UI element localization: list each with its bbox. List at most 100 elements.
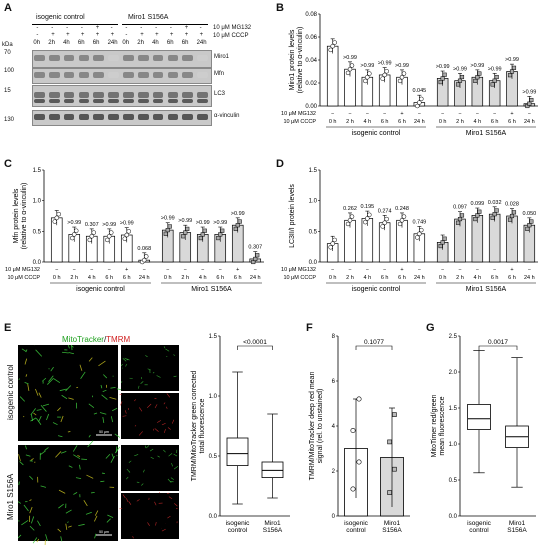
channel-signal <box>136 499 140 502</box>
channel-signal <box>157 455 160 458</box>
mitochondria-signal <box>90 491 95 494</box>
data-point <box>183 230 188 235</box>
data-point <box>105 237 110 243</box>
category-label-line: S156A <box>382 527 402 534</box>
y-axis-label-line: Mfn protein levels <box>13 188 20 243</box>
blot-time-label: 4h <box>152 40 159 46</box>
channel-signal <box>150 456 154 460</box>
data-point <box>349 214 355 219</box>
y-tick-label: 2 <box>332 469 336 475</box>
mitochondria-signal <box>109 396 117 400</box>
p-value-label: >0.99 <box>67 220 81 226</box>
micrograph-images: 50 μm 50 μm <box>18 345 179 545</box>
micrograph-merged <box>18 345 118 441</box>
channel-signal <box>126 358 130 361</box>
p-value-label: >0.99 <box>488 66 502 72</box>
significance-bracket <box>355 345 393 350</box>
panel-letter-e: E <box>4 322 12 334</box>
channel-signal <box>146 445 150 449</box>
data-point <box>332 40 337 45</box>
mitochondria-signal <box>65 385 72 392</box>
p-value-label: >0.99 <box>395 63 409 69</box>
mitochondria-signal <box>110 386 116 389</box>
cccp-time: 6 h <box>123 275 131 281</box>
mitochondria-signal <box>25 445 27 450</box>
cccp-time: 6 h <box>491 275 499 281</box>
cccp-time: 4 h <box>474 119 482 125</box>
significance-bracket <box>478 345 518 350</box>
miro1-bar-chart: 0.00 0.02 0.04 0.06 0.08 Miro1 protein levels… <box>281 12 538 137</box>
mg132-row-label: 10 μM MG132 <box>281 267 316 273</box>
channel-signal <box>134 399 136 402</box>
data-point <box>490 82 495 87</box>
category-label: Miro1 S156A <box>382 520 402 534</box>
data-point <box>399 218 405 223</box>
blot-cccp-label: 10 μM CCCP <box>213 33 249 39</box>
channel-signal <box>122 415 127 417</box>
mitotimer-boxplot: 0.0 0.5 1.0 1.5 2.0 2.5 MitoTimer red/greenmea… <box>431 334 536 534</box>
cccp-time: 0 h <box>53 275 61 281</box>
blot-mg132-sign: - <box>51 25 54 31</box>
blot-mg132-sign: - <box>110 25 113 31</box>
data-point <box>399 75 405 80</box>
mitochondria-signal <box>67 431 71 433</box>
channel-signal <box>174 503 178 507</box>
mg132-sign: + <box>400 111 403 117</box>
tmrm-label: TMRM <box>106 335 131 344</box>
y-tick-label: 1.0 <box>33 199 42 205</box>
mg132-sign: − <box>219 267 222 273</box>
data-point <box>363 78 368 84</box>
blot-strip <box>32 110 212 126</box>
category-label-line: isogenic <box>467 520 492 527</box>
mitochondria-signal <box>46 413 50 421</box>
y-tick-label: 4 <box>332 424 336 430</box>
y-tick-label: 0.5 <box>309 229 318 235</box>
blot-band <box>63 114 75 120</box>
blot-band <box>123 55 134 61</box>
data-point <box>475 213 480 218</box>
mitochondria-signal <box>18 501 22 504</box>
data-point <box>475 75 480 80</box>
data-point <box>401 214 407 219</box>
blot-marker: 70 <box>4 50 11 56</box>
cccp-time: 24 h <box>524 275 535 281</box>
mitochondria-signal <box>40 450 46 456</box>
mitochondria-signal <box>45 534 48 541</box>
cccp-time: 24 h <box>139 275 150 281</box>
data-point <box>330 241 335 246</box>
blot-band <box>93 99 105 103</box>
data-point <box>415 235 420 240</box>
data-point <box>144 254 149 259</box>
mg132-sign: − <box>476 111 479 117</box>
mitochondria-signal <box>87 440 94 448</box>
cccp-time: 2 h <box>181 275 189 281</box>
panel-letter-c: C <box>4 158 12 170</box>
channel-signal <box>126 498 129 502</box>
mitochondria-signal <box>67 521 69 523</box>
mitochondria-signal <box>73 454 81 460</box>
mitochondria-signal <box>25 454 31 457</box>
p-value-label: 0.097 <box>453 205 467 211</box>
mg132-sign: − <box>348 111 351 117</box>
mitochondria-signal <box>23 415 25 418</box>
blot-band <box>108 92 119 98</box>
mg132-sign: − <box>90 267 93 273</box>
mitochondria-signal <box>19 396 26 402</box>
blot-time-label: 2h <box>137 40 144 46</box>
mitochondria-signal <box>55 451 62 458</box>
y-tick-label: 1.0 <box>449 442 458 448</box>
category-label: Miro1 S156A <box>507 520 527 534</box>
cccp-time: 0 h <box>329 119 337 125</box>
mitochondria-signal <box>46 378 54 385</box>
mitochondria-signal <box>98 360 106 367</box>
blot-band <box>48 72 60 78</box>
box <box>261 461 284 478</box>
blot-time-label: 0h <box>33 40 41 46</box>
y-axis-label-line: (relative to α-vinculin) <box>297 27 304 94</box>
mitochondria-signal <box>68 465 73 468</box>
blot-band <box>108 114 119 120</box>
data-point <box>70 235 75 241</box>
mg132-sign: − <box>476 267 479 273</box>
blot-mg132-sign: - <box>80 25 83 31</box>
category-label-line: Miro1 <box>384 520 401 527</box>
